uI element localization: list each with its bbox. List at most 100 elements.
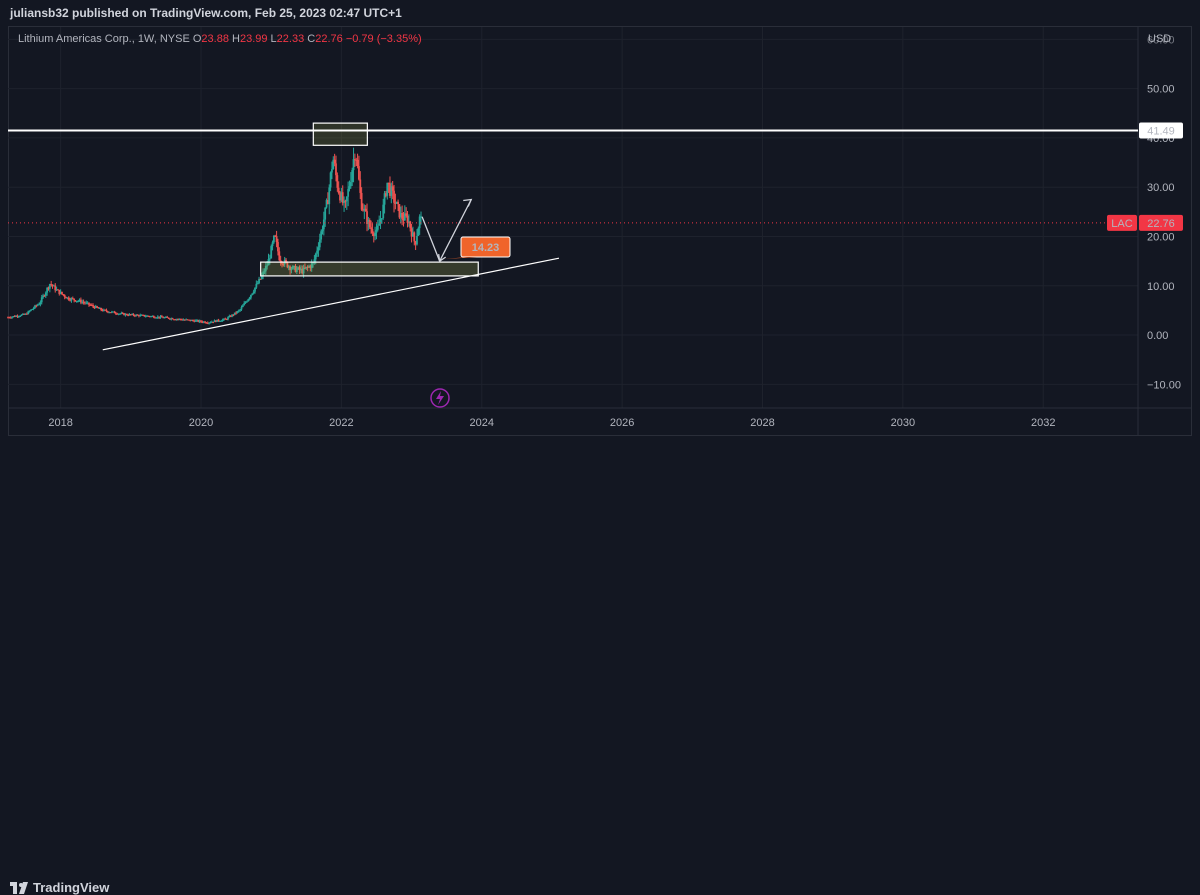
- candle-body: [44, 292, 47, 296]
- candle-body: [336, 175, 339, 188]
- price-chart[interactable]: 60.0050.0040.0030.0020.0010.000.00−10.00…: [0, 0, 1200, 468]
- candle-body: [8, 317, 11, 319]
- candle-body: [243, 303, 246, 306]
- candle-body: [28, 310, 31, 312]
- candle-body: [36, 304, 39, 306]
- candle-body: [111, 311, 113, 313]
- candle-body: [135, 314, 138, 316]
- candle-body: [163, 317, 166, 319]
- candle-body: [345, 196, 348, 202]
- candle-body: [306, 266, 309, 268]
- candle-body: [146, 315, 148, 317]
- target-price-callout: [460, 236, 511, 258]
- candle-body: [85, 302, 88, 304]
- candle-body: [162, 317, 165, 319]
- open-value: 23.88: [201, 33, 229, 45]
- candle-body: [94, 306, 97, 309]
- ticker-badge-text: LAC: [1111, 218, 1132, 230]
- candle-body: [233, 312, 236, 315]
- candle-body: [113, 311, 116, 314]
- candle-body: [221, 319, 224, 321]
- candle-body: [358, 166, 360, 180]
- candle-body: [359, 179, 362, 193]
- candle-body: [119, 313, 121, 315]
- tradingview-logo[interactable]: TradingView: [10, 880, 109, 895]
- candle-body: [7, 317, 9, 319]
- candle-body: [139, 315, 142, 317]
- candle-body: [355, 159, 358, 161]
- candle-body: [116, 313, 119, 315]
- candle-body: [62, 294, 65, 296]
- candle-body: [385, 193, 387, 196]
- candle-body: [255, 283, 258, 288]
- candle-body: [324, 207, 327, 220]
- candle-body: [140, 314, 143, 316]
- candle-body: [395, 201, 398, 204]
- candle-body: [69, 299, 71, 301]
- candle-body: [414, 241, 417, 245]
- candle-body: [54, 285, 57, 291]
- candle-body: [299, 268, 302, 271]
- candle-body: [129, 314, 132, 316]
- candle-body: [84, 302, 86, 304]
- candle-body: [329, 172, 332, 188]
- candle-body: [189, 319, 192, 321]
- candle-body: [224, 318, 227, 320]
- candle-body: [239, 309, 242, 311]
- candle-body: [368, 219, 371, 228]
- candle-body: [58, 289, 61, 294]
- candle-body: [16, 315, 19, 317]
- candle-body: [262, 271, 265, 276]
- candle-body: [204, 321, 206, 323]
- candle-body: [304, 267, 306, 269]
- candle-body: [152, 316, 155, 318]
- candle-body: [308, 266, 310, 268]
- candle-body: [169, 318, 171, 320]
- candle-body: [12, 316, 15, 318]
- candle-body: [362, 209, 364, 211]
- candle-body: [281, 262, 283, 265]
- target-callout-pointer: [443, 257, 477, 260]
- candle-body: [106, 311, 109, 313]
- tradingview-brand: TradingView: [33, 880, 110, 895]
- published-info: juliansb32 published on TradingView.com,…: [10, 6, 402, 20]
- candle-body: [59, 291, 62, 294]
- candle-body: [78, 299, 81, 301]
- candle-body: [19, 315, 22, 317]
- candle-body: [88, 302, 90, 305]
- chart-frame[interactable]: [8, 26, 1192, 436]
- candle-body: [205, 322, 208, 324]
- open-label: O: [192, 33, 202, 45]
- candle-body: [277, 242, 279, 252]
- candle-body: [217, 319, 220, 322]
- candle-body: [235, 312, 238, 314]
- change-value: −0.79 (−3.35%): [345, 33, 422, 45]
- candle-body: [23, 313, 26, 315]
- candle-body: [102, 309, 105, 311]
- candle-body: [287, 266, 290, 268]
- candle-body: [295, 269, 298, 272]
- candle-body: [57, 289, 59, 291]
- candle-body: [420, 216, 422, 218]
- candle-body: [182, 319, 185, 321]
- candle-body: [108, 312, 111, 314]
- y-tick-label: 0.00: [1147, 330, 1168, 342]
- candle-body: [254, 287, 256, 292]
- candle-body: [158, 316, 161, 318]
- candle-body: [375, 229, 378, 233]
- candle-body: [52, 285, 55, 287]
- candle-body: [93, 306, 96, 309]
- candle-body: [61, 291, 63, 295]
- candle-body: [25, 313, 28, 315]
- candle-body: [353, 159, 356, 161]
- candle-body: [333, 159, 336, 164]
- candle-body: [133, 315, 136, 317]
- candle-body: [378, 223, 381, 226]
- arrow-head-down: [438, 254, 447, 263]
- candle-body: [351, 170, 354, 183]
- candle-body: [376, 225, 379, 230]
- candle-body: [70, 298, 73, 301]
- candle-body: [325, 200, 328, 208]
- candle-body: [285, 259, 287, 262]
- candle-body: [131, 314, 134, 316]
